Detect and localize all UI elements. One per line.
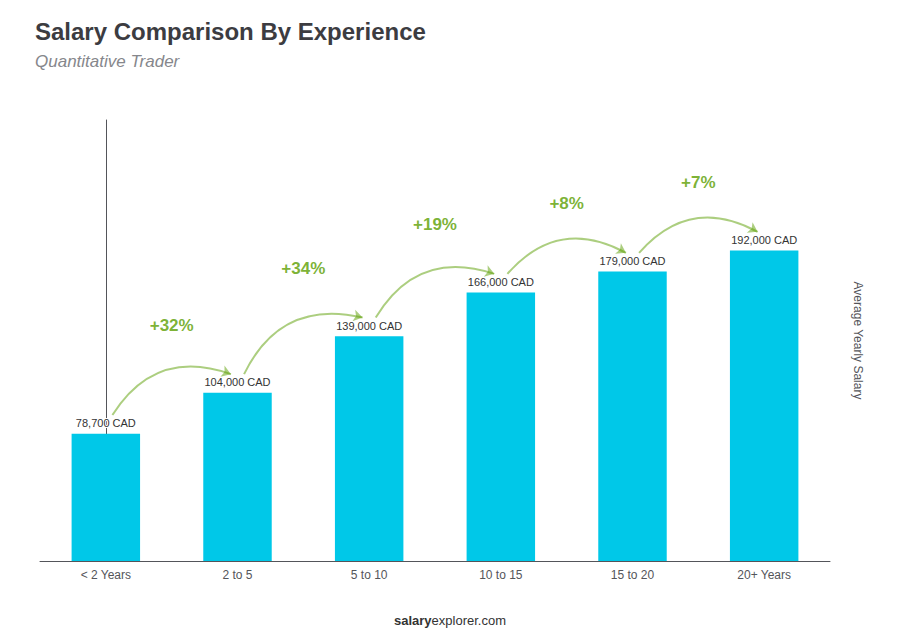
svg-text:Quantitative Trader: Quantitative Trader [35,52,181,71]
svg-text:5 to 10: 5 to 10 [351,568,388,582]
svg-text:Average Yearly Salary: Average Yearly Salary [851,282,865,400]
svg-text:192,000 CAD: 192,000 CAD [731,234,797,246]
svg-text:179,000 CAD: 179,000 CAD [599,255,665,267]
svg-text:20+ Years: 20+ Years [737,568,791,582]
svg-text:78,700 CAD: 78,700 CAD [76,417,136,429]
svg-text:< 2 Years: < 2 Years [81,568,131,582]
svg-text:Salary Comparison By Experienc: Salary Comparison By Experience [35,18,426,45]
svg-text:15 to 20: 15 to 20 [611,568,655,582]
svg-text:+19%: +19% [413,215,457,234]
svg-text:+7%: +7% [681,173,716,192]
svg-text:2 to 5: 2 to 5 [222,568,252,582]
svg-text:166,000 CAD: 166,000 CAD [468,276,534,288]
svg-text:104,000 CAD: 104,000 CAD [204,376,270,388]
svg-text:salary: salary [394,613,432,628]
svg-text:10 to 15: 10 to 15 [479,568,523,582]
svg-text:+34%: +34% [281,259,325,278]
svg-text:+8%: +8% [549,194,584,213]
svg-text:+32%: +32% [150,316,194,335]
svg-text:explorer.com: explorer.com [432,613,506,628]
svg-text:139,000 CAD: 139,000 CAD [336,320,402,332]
